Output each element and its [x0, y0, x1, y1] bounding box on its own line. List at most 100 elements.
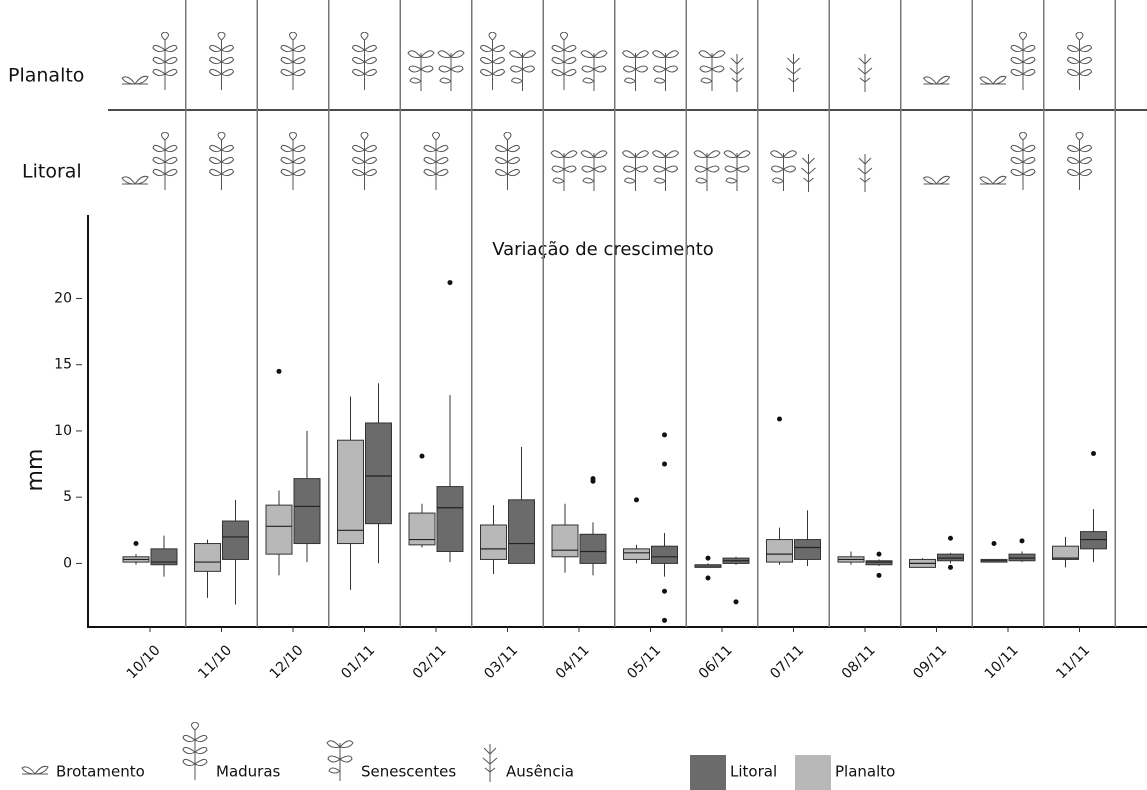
chart-title: Variação de crescimento [492, 239, 714, 260]
box [624, 549, 650, 560]
phenology-icon [496, 132, 520, 190]
phenology-icon [623, 151, 649, 191]
phenology-icon [980, 176, 1006, 184]
legend-label: Senescentes [361, 763, 456, 781]
box [1053, 546, 1079, 559]
outlier [877, 552, 882, 557]
outlier [591, 476, 596, 481]
y-tick-label: 0 [63, 555, 72, 571]
y-tick-label: 10 [54, 423, 72, 439]
box [795, 540, 821, 560]
outlier [948, 536, 953, 541]
y-tick-label: 15 [54, 357, 72, 373]
outlier [877, 573, 882, 578]
x-tick-label: 01/11 [338, 642, 378, 682]
phenology-icon [623, 51, 649, 91]
outlier [448, 280, 453, 285]
box [338, 440, 364, 543]
phenology-icon [122, 76, 148, 84]
box [1009, 554, 1035, 561]
legend-label: Maduras [216, 763, 281, 781]
box [266, 505, 292, 554]
outlier [662, 589, 667, 594]
row-label: Litoral [22, 161, 82, 183]
outlier [948, 565, 953, 570]
x-tick-label: 11/10 [195, 642, 235, 682]
x-tick-label: 04/11 [553, 642, 593, 682]
phenology-icon [481, 32, 505, 90]
phenology-icon [1011, 132, 1035, 190]
legend-label: Litoral [730, 763, 777, 781]
phenology-icon [694, 151, 720, 191]
x-tick-label: 10/11 [982, 642, 1022, 682]
outlier [1020, 538, 1025, 543]
phenology-icon [281, 132, 305, 190]
x-tick-label: 10/10 [124, 642, 164, 682]
y-tick-label: 5 [63, 489, 72, 505]
x-tick-label: 08/11 [839, 642, 879, 682]
phenology-icon [581, 151, 607, 191]
phenology-icon [153, 32, 177, 90]
x-tick-label: 02/11 [410, 642, 450, 682]
phenology-icon [438, 51, 464, 91]
outlier [706, 575, 711, 580]
outlier [134, 541, 139, 546]
phenology-icon [653, 151, 679, 191]
box [652, 546, 678, 563]
box [294, 479, 320, 544]
box [481, 525, 507, 559]
outlier [634, 497, 639, 502]
outlier [706, 556, 711, 561]
x-tick-label: 06/11 [696, 642, 736, 682]
phenology-icon [551, 151, 577, 191]
x-tick-label: 12/10 [267, 642, 307, 682]
legend-label: Brotamento [56, 763, 145, 781]
x-tick-label: 05/11 [624, 642, 664, 682]
outlier [734, 599, 739, 604]
box [552, 525, 578, 557]
phenology-icon [153, 132, 177, 190]
legend-swatch [795, 755, 831, 790]
phenology-icon [210, 132, 234, 190]
phenology-icon [924, 176, 950, 184]
outlier [420, 454, 425, 459]
box [580, 534, 606, 563]
phenology-icon [730, 54, 744, 92]
phenology-icon [787, 54, 801, 92]
box [938, 554, 964, 561]
outlier [277, 369, 282, 374]
phenology-icon [699, 51, 725, 91]
box [437, 487, 463, 552]
outlier [992, 541, 997, 546]
outlier [777, 417, 782, 422]
legend-icon [327, 741, 353, 781]
phenology-icon [858, 154, 872, 192]
legend-label: Ausência [506, 763, 574, 781]
phenology-icon [424, 132, 448, 190]
phenology-icon [771, 151, 797, 191]
phenology-icon [924, 76, 950, 84]
y-axis-label: mm [23, 449, 48, 492]
phenology-icon [1068, 32, 1092, 90]
box [866, 561, 892, 565]
legend-label: Planalto [835, 763, 895, 781]
phenology-icon [353, 132, 377, 190]
phenology-icon [802, 154, 816, 192]
box [509, 500, 535, 564]
phenology-icon [281, 32, 305, 90]
phenology-icon [724, 151, 750, 191]
phenology-icon [408, 51, 434, 91]
y-tick-label: 20 [54, 290, 72, 306]
phenology-icon [653, 51, 679, 91]
chart: Planalto Litoral Variação de crescimento… [0, 0, 1147, 790]
phenology-icon [552, 32, 576, 90]
row-label: Planalto [8, 65, 84, 87]
legend-icon [483, 744, 497, 782]
phenology-icon [581, 51, 607, 91]
phenology-icon [980, 76, 1006, 84]
x-tick-label: 11/11 [1053, 642, 1093, 682]
outlier [662, 618, 667, 623]
legend-swatch [690, 755, 726, 790]
box [223, 521, 249, 559]
box [767, 540, 793, 563]
